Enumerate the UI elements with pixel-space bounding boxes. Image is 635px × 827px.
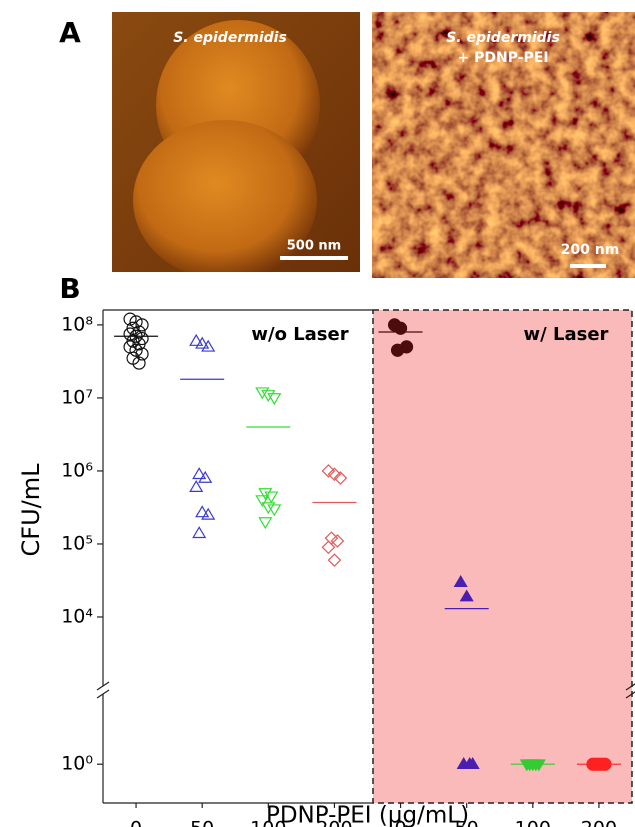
x-tick-label: 100 bbox=[515, 818, 551, 827]
data-point bbox=[330, 534, 345, 548]
y-tick-label: 10⁶ bbox=[61, 459, 93, 481]
x-axis-title: PDNP-PEI (µg/mL) bbox=[266, 803, 469, 827]
data-point bbox=[462, 757, 477, 770]
data-point bbox=[453, 574, 468, 587]
data-point bbox=[255, 495, 270, 508]
data-point bbox=[192, 526, 207, 539]
data-point bbox=[327, 553, 342, 568]
data-point bbox=[390, 343, 405, 357]
x-tick-label: 100 bbox=[250, 818, 286, 827]
scale-bar-label: 500 nm bbox=[287, 239, 341, 254]
data-point bbox=[595, 757, 609, 771]
data-point bbox=[258, 488, 273, 501]
data-point bbox=[321, 540, 336, 555]
scale-bar bbox=[570, 264, 606, 268]
x-tick-label: 200 bbox=[316, 818, 352, 827]
panel-label: B bbox=[59, 272, 80, 305]
image-caption: S. epidermidis bbox=[173, 30, 287, 46]
y-tick-label: 10⁵ bbox=[61, 532, 93, 554]
data-point bbox=[195, 336, 210, 349]
data-point bbox=[132, 356, 146, 370]
scale-bar bbox=[280, 256, 348, 260]
data-point bbox=[195, 505, 210, 518]
data-point bbox=[129, 315, 143, 329]
afm-image bbox=[372, 12, 635, 278]
data-point bbox=[123, 327, 137, 341]
x-tick-label: 0 bbox=[130, 818, 142, 827]
data-point bbox=[258, 517, 273, 530]
data-point bbox=[201, 339, 216, 352]
data-point bbox=[327, 467, 342, 482]
data-point bbox=[267, 504, 282, 517]
y-tick-label: 10⁸ bbox=[61, 313, 93, 335]
annotation: w/o Laser bbox=[251, 324, 348, 345]
x-tick-label: 200 bbox=[581, 818, 617, 827]
y-tick-label: 10⁰ bbox=[61, 753, 93, 775]
panel-label: A bbox=[59, 16, 81, 49]
data-point bbox=[333, 471, 348, 485]
data-point bbox=[261, 390, 276, 403]
data-point bbox=[528, 759, 543, 772]
data-point bbox=[321, 464, 336, 478]
data-point bbox=[459, 589, 474, 602]
data-point bbox=[201, 507, 216, 520]
x-tick-label: 50 bbox=[455, 818, 479, 827]
data-point bbox=[123, 312, 137, 326]
image-caption: + PDNP-PEI bbox=[457, 50, 548, 66]
data-point bbox=[393, 321, 408, 335]
data-point bbox=[132, 337, 146, 351]
afm-image bbox=[112, 12, 360, 272]
axis bbox=[96, 309, 635, 804]
data-point bbox=[198, 470, 213, 483]
data-point bbox=[135, 318, 149, 332]
data-point bbox=[264, 491, 279, 504]
annotation: w/ Laser bbox=[524, 324, 609, 345]
data-point bbox=[261, 502, 276, 515]
y-tick-label: 10⁴ bbox=[61, 605, 93, 627]
image-caption: S. epidermidis bbox=[446, 30, 560, 46]
x-tick-label: 0 bbox=[395, 818, 407, 827]
laser-region bbox=[372, 309, 633, 804]
scale-bar-label: 200 nm bbox=[561, 242, 620, 258]
x-tick-label: 50 bbox=[190, 818, 214, 827]
data-point bbox=[255, 387, 270, 400]
data-point bbox=[192, 467, 207, 480]
data-point bbox=[189, 479, 204, 492]
data-point bbox=[135, 347, 149, 361]
data-point bbox=[189, 333, 204, 346]
data-point bbox=[267, 393, 282, 406]
y-axis-title: CFU/mL bbox=[17, 463, 45, 557]
y-tick-label: 10⁷ bbox=[61, 386, 93, 408]
